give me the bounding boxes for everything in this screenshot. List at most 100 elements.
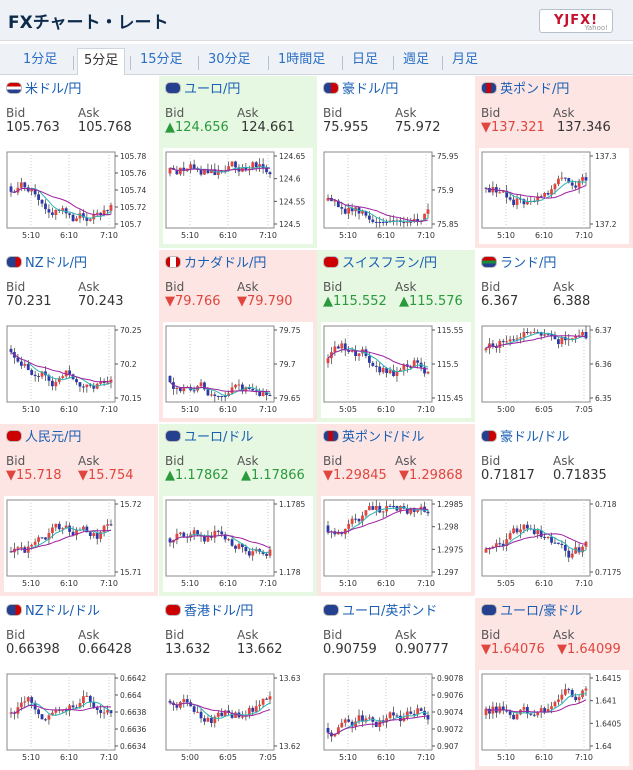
rate-card[interactable]: 英ポンド/円 Bid Ask ▼137.321 137.346 137.3 137.2 5:1… (475, 76, 633, 248)
candle-body (567, 178, 571, 183)
pair-name-link[interactable]: スイスフラン/円 (323, 256, 437, 272)
pair-name-link[interactable]: NZドル/円 (6, 256, 87, 272)
tab-4[interactable]: 1時間足 (278, 52, 326, 67)
mini-chart[interactable]: 1.1785 1.178 5:10 6:10 7:10 (163, 496, 313, 592)
y-tick-label: 1.1785 (279, 500, 305, 509)
pair-name-link[interactable]: ランド/円 (481, 256, 556, 272)
pair-name-link[interactable]: 豪ドル/円 (323, 82, 398, 98)
candle-body (357, 518, 361, 522)
candle-body (33, 541, 37, 545)
pair-name-link[interactable]: ユーロ/豪ドル (481, 604, 582, 620)
candle-body (378, 506, 382, 513)
candle-body (494, 543, 498, 547)
candle-body (419, 708, 423, 711)
rate-card[interactable]: カナダドル/円 Bid Ask ▼79.766 ▼79.790 79.75 79.7 79.6… (159, 250, 317, 422)
mini-chart[interactable]: 13.63 13.62 5:00 6:05 7:05 (163, 670, 313, 766)
tab-3[interactable]: 30分足 (208, 52, 251, 67)
rate-card[interactable]: ランド/円 Bid Ask 6.367 6.388 6.37 6.36 6.35 5:00 6:0… (475, 250, 633, 422)
tab-7[interactable]: 月足 (452, 52, 479, 67)
mini-chart[interactable]: 115.55 115.5 115.45 5:05 6:10 7:10 (321, 322, 471, 418)
candle-body (567, 550, 571, 558)
mini-chart[interactable]: 0.718 0.7175 5:05 6:10 7:10 (479, 496, 629, 592)
mini-chart[interactable]: 75.95 75.9 75.85 5:10 6:10 7:10 (321, 148, 471, 244)
tab-separator (442, 56, 443, 70)
candle-body (399, 506, 402, 511)
rate-card[interactable]: 人民元/円 Bid Ask ▼15.718 ▼15.754 15.72 15.71 5:10 6… (0, 424, 158, 596)
mini-chart[interactable]: 0.9078 0.9076 0.9074 0.9072 0.907 5:10 6:10 7:1… (321, 670, 471, 766)
candle-body (44, 203, 47, 210)
pair-name: ユーロ/英ポンド (342, 604, 438, 619)
mini-chart[interactable]: 124.65 124.6 124.55 124.5 5:10 6:10 7:10 (163, 148, 313, 244)
candle-body (532, 332, 536, 333)
rate-card[interactable]: ユーロ/英ポンド Bid Ask 0.90759 0.90777 0.9078 0.9076… (317, 598, 475, 770)
candle-body (168, 538, 172, 543)
flag-icon (481, 430, 497, 442)
ask-value: ▼15.754 (78, 468, 134, 483)
x-tick-label: 6:10 (60, 579, 78, 588)
bid-label: Bid (323, 454, 343, 468)
pair-name-link[interactable]: 英ポンド/ドル (323, 430, 424, 446)
pair-name-link[interactable]: ユーロ/円 (165, 82, 240, 98)
pair-name-link[interactable]: ユーロ/ドル (165, 430, 253, 446)
tab-0[interactable]: 1分足 (23, 52, 58, 67)
mini-chart[interactable]: 70.25 70.2 70.15 5:10 6:10 7:10 (4, 322, 154, 418)
rate-card[interactable]: 香港ドル/円 Bid Ask 13.632 13.662 13.63 13.62 5:00 6:… (159, 598, 317, 770)
mini-chart[interactable]: 15.72 15.71 5:10 6:10 7:10 (4, 496, 154, 592)
candle-body (19, 182, 23, 188)
tab-1[interactable]: 5分足 (77, 48, 126, 75)
candle-body (47, 375, 51, 381)
candle-body (223, 396, 227, 397)
candle-body (61, 710, 65, 712)
rate-card[interactable]: NZドル/円 Bid Ask 70.231 70.243 70.25 70.2 70.15 5:… (0, 250, 158, 422)
candle-body (50, 380, 54, 387)
rate-card[interactable]: スイスフラン/円 Bid Ask ▲115.552 ▲115.576 115.55 115.… (317, 250, 475, 422)
yjfx-logo[interactable]: YJFX! Yahoo! (539, 9, 613, 33)
pair-name-link[interactable]: ユーロ/英ポンド (323, 604, 437, 620)
mini-chart[interactable]: 105.78 105.76 105.74 105.72 105.7 5:10 6:10 7:1… (4, 148, 154, 244)
candle-body (423, 710, 426, 716)
chart-frame (481, 499, 591, 577)
pair-name-link[interactable]: 米ドル/円 (6, 82, 81, 98)
candlestick-chart: 137.3 137.2 5:10 6:10 7:10 (481, 151, 617, 240)
candle-body (416, 510, 420, 512)
pair-name-link[interactable]: 香港ドル/円 (165, 604, 253, 620)
candle-body (484, 708, 488, 716)
rate-card[interactable]: 英ポンド/ドル Bid Ask ▼1.29845 ▼1.29868 1.2985 1.298… (317, 424, 475, 596)
rate-card[interactable]: 豪ドル/ドル Bid Ask 0.71817 0.71835 0.718 0.7175 5:0… (475, 424, 633, 596)
candle-body (30, 188, 34, 192)
pair-name-link[interactable]: 豪ドル/ドル (481, 430, 569, 446)
pair-name-link[interactable]: カナダドル/円 (165, 256, 266, 272)
candle-body (99, 381, 103, 384)
candle-body (347, 207, 351, 214)
rate-card[interactable]: ユーロ/円 Bid Ask ▲124.656 124.661 124.65 124.6 124… (159, 76, 317, 248)
rate-card[interactable]: 米ドル/円 Bid Ask 105.763 105.768 105.78 105.76 105… (0, 76, 158, 248)
tab-2[interactable]: 15分足 (140, 52, 183, 67)
x-tick-label: 5:10 (22, 579, 40, 588)
mini-chart[interactable]: 1.2985 1.298 1.2975 1.297 5:10 6:10 7:10 (321, 496, 471, 592)
mini-chart[interactable]: 0.6642 0.664 0.6638 0.6636 0.6634 5:10 6:10 7:1… (4, 670, 154, 766)
rate-card[interactable]: ユーロ/ドル Bid Ask ▲1.17862 ▲1.17866 1.1785 1.178 5… (159, 424, 317, 596)
x-tick-label: 7:10 (417, 579, 435, 588)
candle-body (515, 528, 519, 533)
mini-chart[interactable]: 6.37 6.36 6.35 5:00 6:05 7:05 (479, 322, 629, 418)
chart-frame (481, 325, 591, 403)
candlestick-chart: 115.55 115.5 115.45 5:05 6:10 7:10 (323, 325, 463, 414)
candle-body (543, 334, 547, 336)
rate-card[interactable]: NZドル/ドル Bid Ask 0.66398 0.66428 0.6642 0.664 0.… (0, 598, 158, 770)
tab-5[interactable]: 日足 (352, 52, 379, 67)
tab-6[interactable]: 週足 (403, 52, 430, 67)
y-tick-label: 115.55 (437, 326, 463, 335)
rate-card[interactable]: ユーロ/豪ドル Bid Ask ▼1.64076 ▼1.64099 1.6415 1.641… (475, 598, 633, 770)
candle-body (574, 336, 578, 339)
bid-label: Bid (323, 280, 343, 294)
y-tick-label: 1.178 (279, 568, 301, 577)
mini-chart[interactable]: 79.75 79.7 79.65 5:10 6:10 7:10 (163, 322, 313, 418)
candle-body (258, 704, 262, 707)
mini-chart[interactable]: 137.3 137.2 5:10 6:10 7:10 (479, 148, 629, 244)
pair-name-link[interactable]: NZドル/ドル (6, 604, 100, 620)
pair-name-link[interactable]: 人民元/円 (6, 430, 81, 446)
rate-card[interactable]: 豪ドル/円 Bid Ask 75.955 75.972 75.95 75.9 75.85 5:1… (317, 76, 475, 248)
flag-icon (6, 430, 22, 442)
mini-chart[interactable]: 1.6415 1.641 1.6405 1.64 5:10 6:10 7:10 (479, 670, 629, 766)
pair-name-link[interactable]: 英ポンド/円 (481, 82, 569, 98)
